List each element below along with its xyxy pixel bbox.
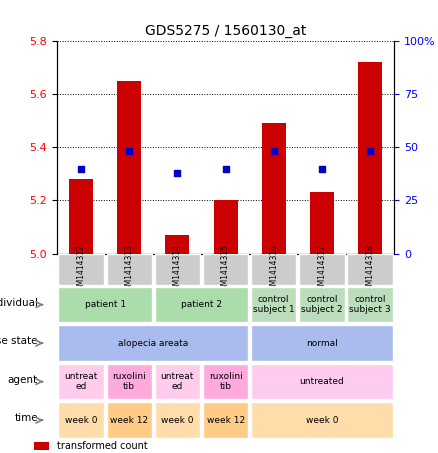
Point [318,165,325,172]
FancyBboxPatch shape [58,325,248,361]
FancyBboxPatch shape [155,254,200,285]
Text: week 0: week 0 [161,416,194,424]
FancyBboxPatch shape [299,254,345,285]
Text: individual: individual [0,298,38,308]
Point [78,165,85,172]
Bar [358,62,382,254]
Bar [34,442,49,449]
Title: GDS5275 / 1560130_at: GDS5275 / 1560130_at [145,24,306,39]
Text: untreat
ed: untreat ed [161,372,194,391]
Bar [213,200,237,254]
Text: GSM1414313: GSM1414313 [125,244,134,295]
Text: control
subject 3: control subject 3 [349,295,391,314]
Point [367,148,374,155]
Bar [261,123,286,254]
Point [174,169,181,176]
FancyBboxPatch shape [203,364,248,400]
Bar [165,235,189,254]
FancyBboxPatch shape [155,402,200,438]
FancyBboxPatch shape [347,254,393,285]
Bar [117,81,141,254]
FancyBboxPatch shape [58,254,104,285]
Text: agent: agent [8,375,38,385]
Text: patient 1: patient 1 [85,300,126,309]
FancyBboxPatch shape [251,364,393,400]
Text: untreat
ed: untreat ed [64,372,98,391]
Text: GSM1414314: GSM1414314 [173,244,182,295]
FancyBboxPatch shape [58,364,104,400]
Text: GSM1414315: GSM1414315 [221,244,230,295]
Text: normal: normal [306,339,338,347]
FancyBboxPatch shape [155,364,200,400]
Text: week 12: week 12 [110,416,148,424]
Text: untreated: untreated [300,377,344,386]
Text: control
subject 1: control subject 1 [253,295,295,314]
Text: GSM1414312: GSM1414312 [77,244,85,295]
FancyBboxPatch shape [251,287,297,323]
FancyBboxPatch shape [106,364,152,400]
FancyBboxPatch shape [251,325,393,361]
FancyBboxPatch shape [106,254,152,285]
Text: disease state: disease state [0,336,38,346]
Bar [310,193,334,254]
FancyBboxPatch shape [251,254,297,285]
Text: GSM1414316: GSM1414316 [269,244,278,295]
Text: ruxolini
tib: ruxolini tib [112,372,146,391]
Text: ruxolini
tib: ruxolini tib [208,372,243,391]
Text: alopecia areata: alopecia areata [118,339,188,347]
FancyBboxPatch shape [347,287,393,323]
Point [222,165,229,172]
FancyBboxPatch shape [251,402,393,438]
FancyBboxPatch shape [203,402,248,438]
Text: GSM1414317: GSM1414317 [318,244,326,295]
Text: control
subject 2: control subject 2 [301,295,343,314]
FancyBboxPatch shape [58,287,152,323]
Bar [69,179,93,254]
Text: time: time [14,413,38,423]
Point [270,148,277,155]
FancyBboxPatch shape [58,402,104,438]
Text: transformed count: transformed count [57,441,148,451]
Point [126,148,133,155]
FancyBboxPatch shape [299,287,345,323]
Text: patient 2: patient 2 [181,300,222,309]
FancyBboxPatch shape [203,254,248,285]
Text: GSM1414318: GSM1414318 [366,244,374,295]
Text: week 0: week 0 [65,416,97,424]
FancyBboxPatch shape [106,402,152,438]
Text: week 0: week 0 [306,416,338,424]
Text: week 12: week 12 [206,416,245,424]
FancyBboxPatch shape [155,287,248,323]
